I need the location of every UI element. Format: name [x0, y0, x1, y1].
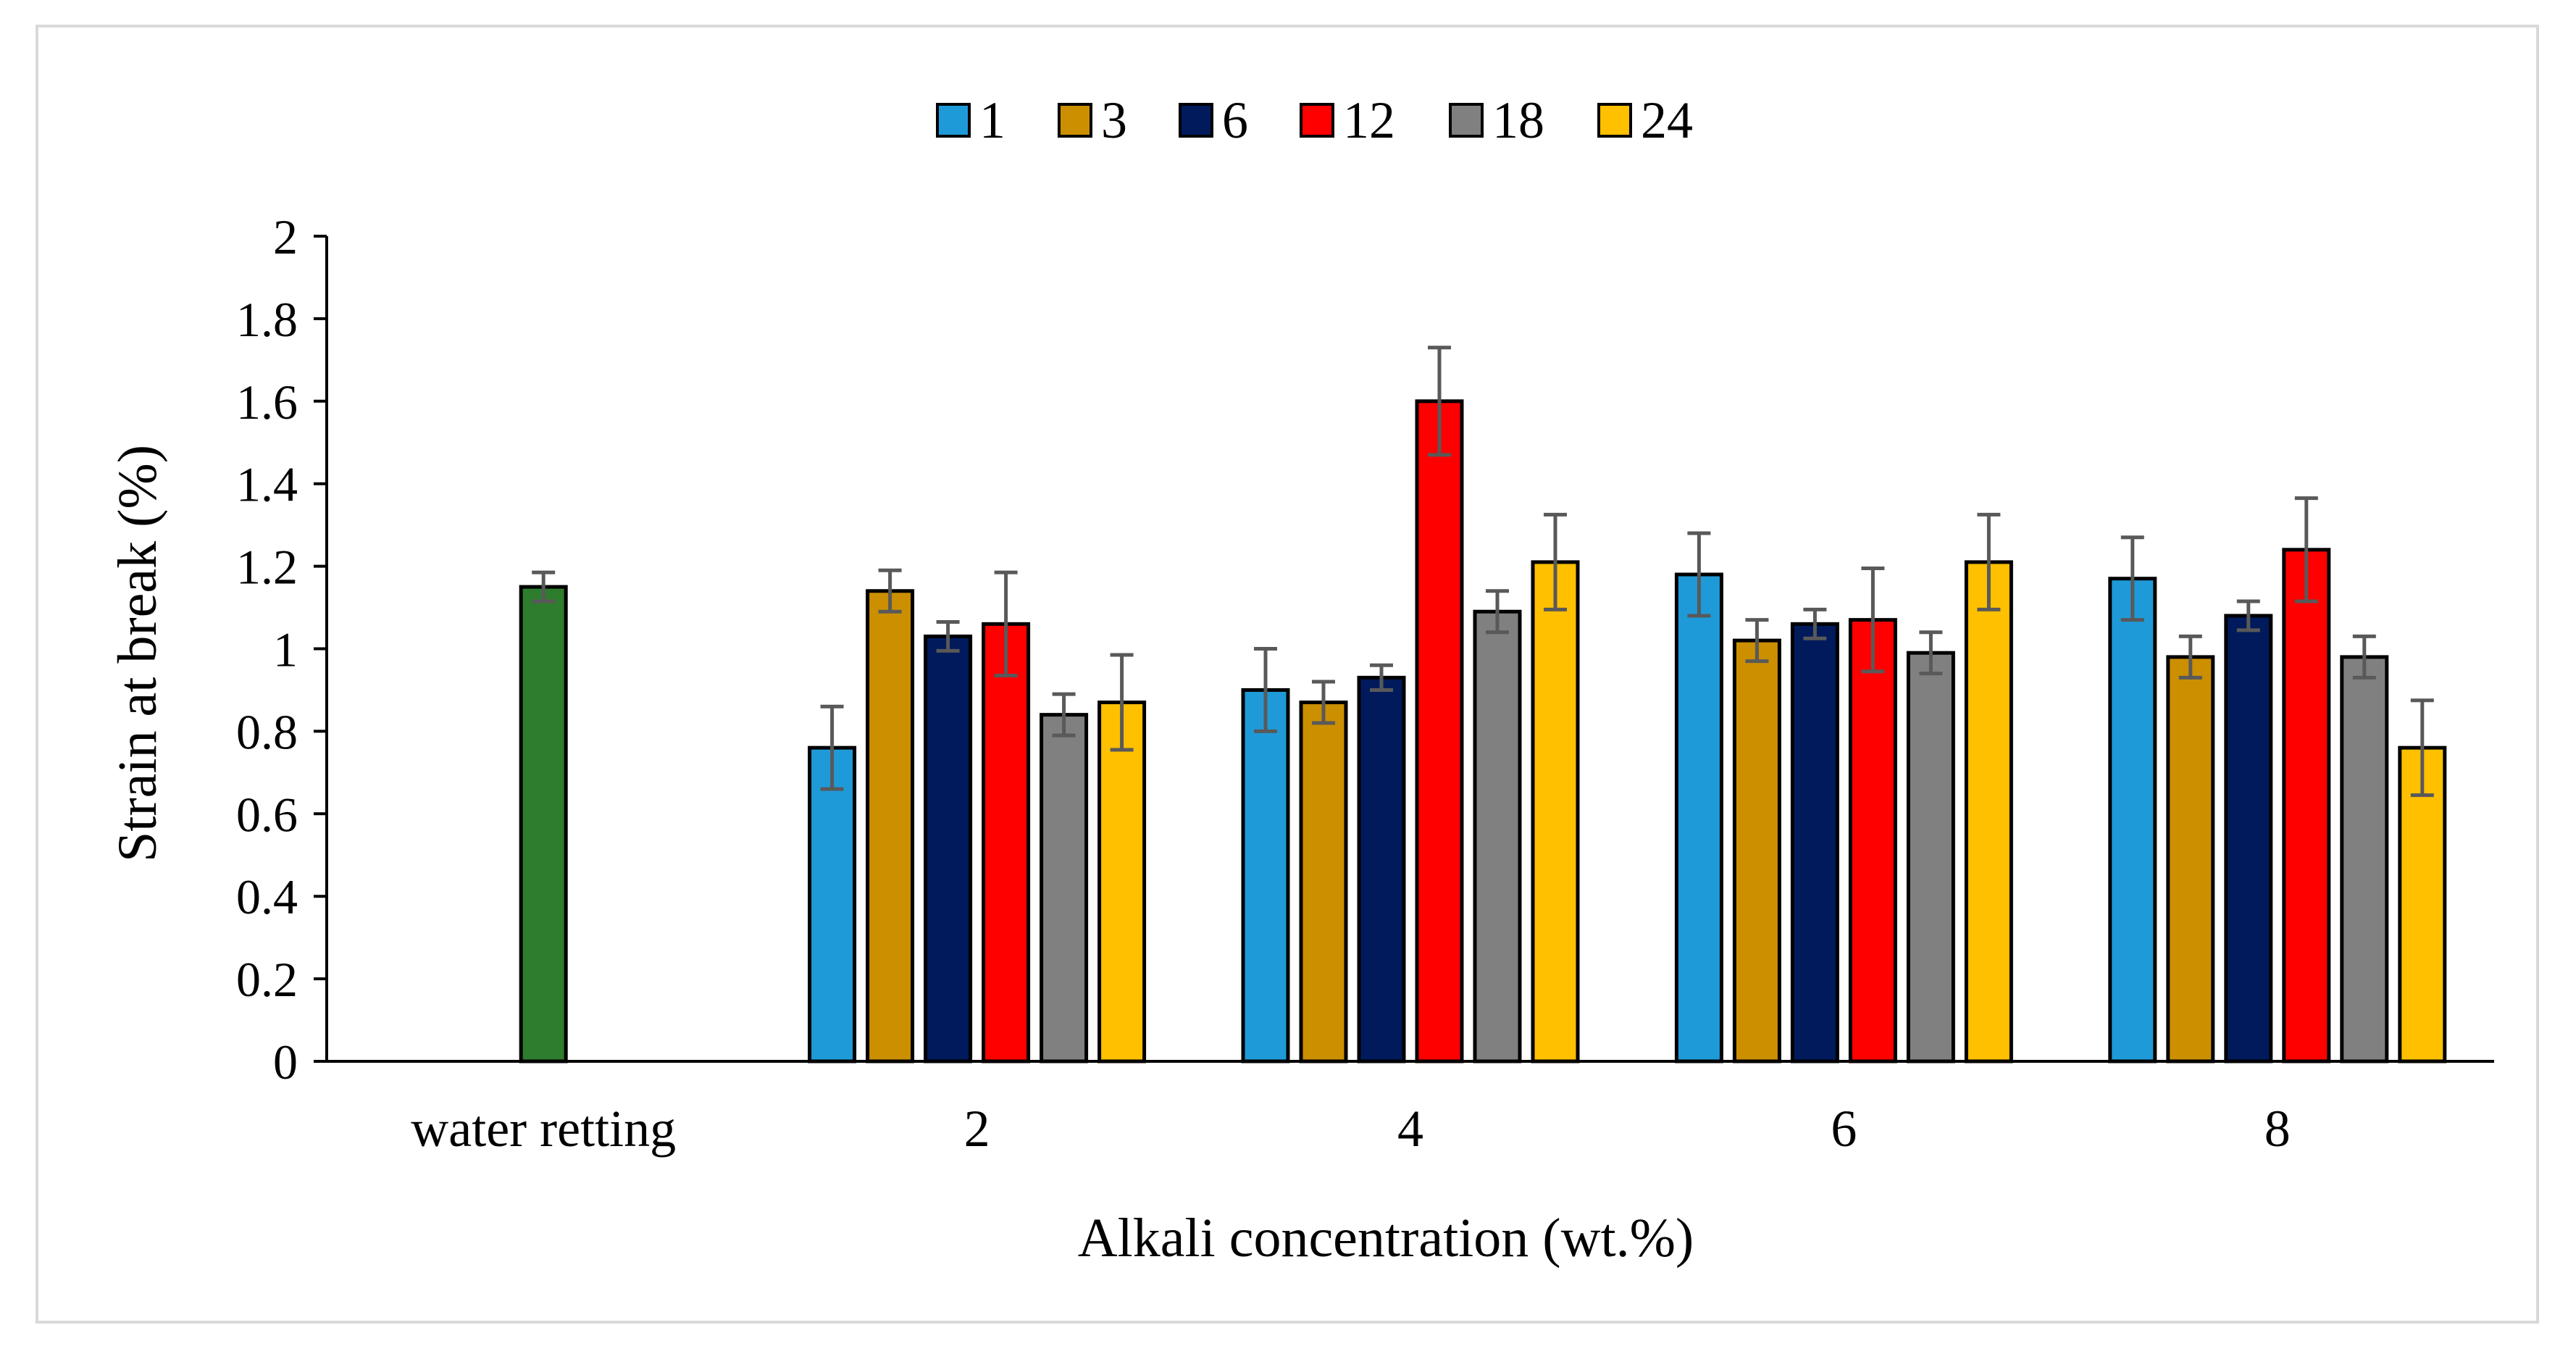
bar — [1097, 701, 1147, 1063]
bar — [2224, 614, 2273, 1063]
error-bar — [1544, 512, 1567, 611]
legend-swatch — [1449, 103, 1484, 138]
bar — [2108, 577, 2157, 1063]
legend-item: 18 — [1449, 91, 1544, 149]
legend-swatch — [936, 103, 971, 138]
error-bar — [1919, 630, 1943, 676]
error-bar — [994, 570, 1018, 678]
error-bar — [2236, 599, 2260, 632]
legend-swatch — [1179, 103, 1213, 138]
chart-frame: 1 3 6 12 18 24 0 0.2 0.4 0.6 0.8 1 1.2 1.4 1.6 1.8 2 wa… — [35, 25, 2539, 1324]
y-tick-label: 1.8 — [236, 292, 298, 347]
y-tick-label: 0.8 — [236, 704, 298, 759]
bar — [1790, 622, 1839, 1063]
y-axis-title: Strain at break (%) — [107, 445, 168, 862]
legend-label: 24 — [1641, 91, 1693, 149]
x-tick-label: 2 — [964, 1100, 990, 1158]
error-bar — [2352, 634, 2376, 680]
y-tick-label: 1.4 — [236, 457, 298, 512]
x-tick-label: water retting — [411, 1100, 676, 1158]
bar — [2166, 655, 2215, 1063]
bar — [2340, 655, 2389, 1063]
error-bar — [1486, 589, 1509, 635]
legend-swatch — [1300, 103, 1334, 138]
legend-label: 3 — [1101, 91, 1127, 149]
legend-swatch — [1597, 103, 1632, 138]
legend-item: 1 — [936, 91, 1005, 149]
error-bar — [1052, 692, 1076, 737]
bar — [1674, 572, 1723, 1063]
legend-swatch — [1058, 103, 1092, 138]
bar — [1732, 638, 1781, 1063]
legend-label: 1 — [979, 91, 1005, 149]
y-tick-label: 1.6 — [236, 375, 298, 430]
bars — [519, 399, 2447, 1063]
x-axis: water retting 2 4 6 8 — [327, 1060, 2494, 1158]
y-tick-label: 0 — [273, 1035, 298, 1090]
bar — [808, 745, 857, 1063]
bar — [982, 622, 1031, 1063]
x-tick-label: 8 — [2265, 1100, 2291, 1158]
bar — [866, 589, 915, 1063]
bar — [1906, 651, 1955, 1063]
error-bar — [2120, 535, 2144, 622]
bar — [2398, 745, 2447, 1063]
legend-label: 6 — [1222, 91, 1248, 149]
y-tick-label: 0.6 — [236, 787, 298, 842]
bar — [1040, 713, 1089, 1063]
bar-chart: 1 3 6 12 18 24 00.20.40.60.811.21.41.61.82 wa… — [107, 91, 2494, 1269]
y-tick-label: 0.4 — [236, 869, 298, 924]
error-bar — [936, 619, 960, 653]
error-bar — [1687, 531, 1711, 618]
bar — [2282, 548, 2331, 1063]
error-bar — [1312, 680, 1335, 725]
bar — [1241, 688, 1290, 1063]
y-tick-label: 1 — [273, 622, 298, 677]
bar — [1531, 560, 1580, 1063]
bar — [1964, 560, 2013, 1063]
error-bar — [1428, 346, 1451, 457]
x-tick-label: 4 — [1397, 1100, 1423, 1158]
error-bar — [1861, 566, 1885, 674]
bar — [1299, 701, 1348, 1063]
error-bar — [2178, 634, 2202, 680]
bar — [1415, 399, 1464, 1063]
error-bar — [1745, 618, 1769, 664]
y-axis: 0 0.2 0.4 0.6 0.8 1 1.2 1.4 1.6 1.8 2 — [236, 209, 328, 1090]
x-tick-label: 6 — [1831, 1100, 1857, 1158]
legend-label: 18 — [1492, 91, 1544, 149]
error-bar — [1370, 663, 1393, 692]
error-bar — [532, 570, 556, 603]
bar — [1473, 609, 1522, 1063]
error-bar — [1977, 512, 2001, 611]
legend-item: 24 — [1597, 91, 1693, 149]
error-bar — [1110, 653, 1134, 752]
x-axis-title: Alkali concentration (wt.%) — [1078, 1208, 1694, 1269]
error-bar — [1254, 647, 1277, 733]
error-bar — [820, 704, 844, 791]
error-bar — [1803, 607, 1827, 640]
y-tick-label: 0.2 — [236, 952, 298, 1007]
error-bars — [532, 346, 2434, 798]
legend-item: 12 — [1300, 91, 1395, 149]
legend-label: 12 — [1343, 91, 1395, 149]
bar — [519, 585, 568, 1063]
y-tick-label: 1.2 — [236, 540, 298, 595]
legend: 1 3 6 12 18 24 — [936, 91, 1693, 149]
error-bar — [878, 568, 902, 614]
bar — [1357, 675, 1406, 1063]
error-bar — [2294, 496, 2318, 603]
bar — [924, 634, 973, 1063]
legend-item: 6 — [1179, 91, 1248, 149]
bar — [1848, 618, 1897, 1063]
legend-item: 3 — [1058, 91, 1127, 149]
error-bar — [2410, 698, 2434, 798]
y-tick-label: 2 — [273, 209, 298, 264]
